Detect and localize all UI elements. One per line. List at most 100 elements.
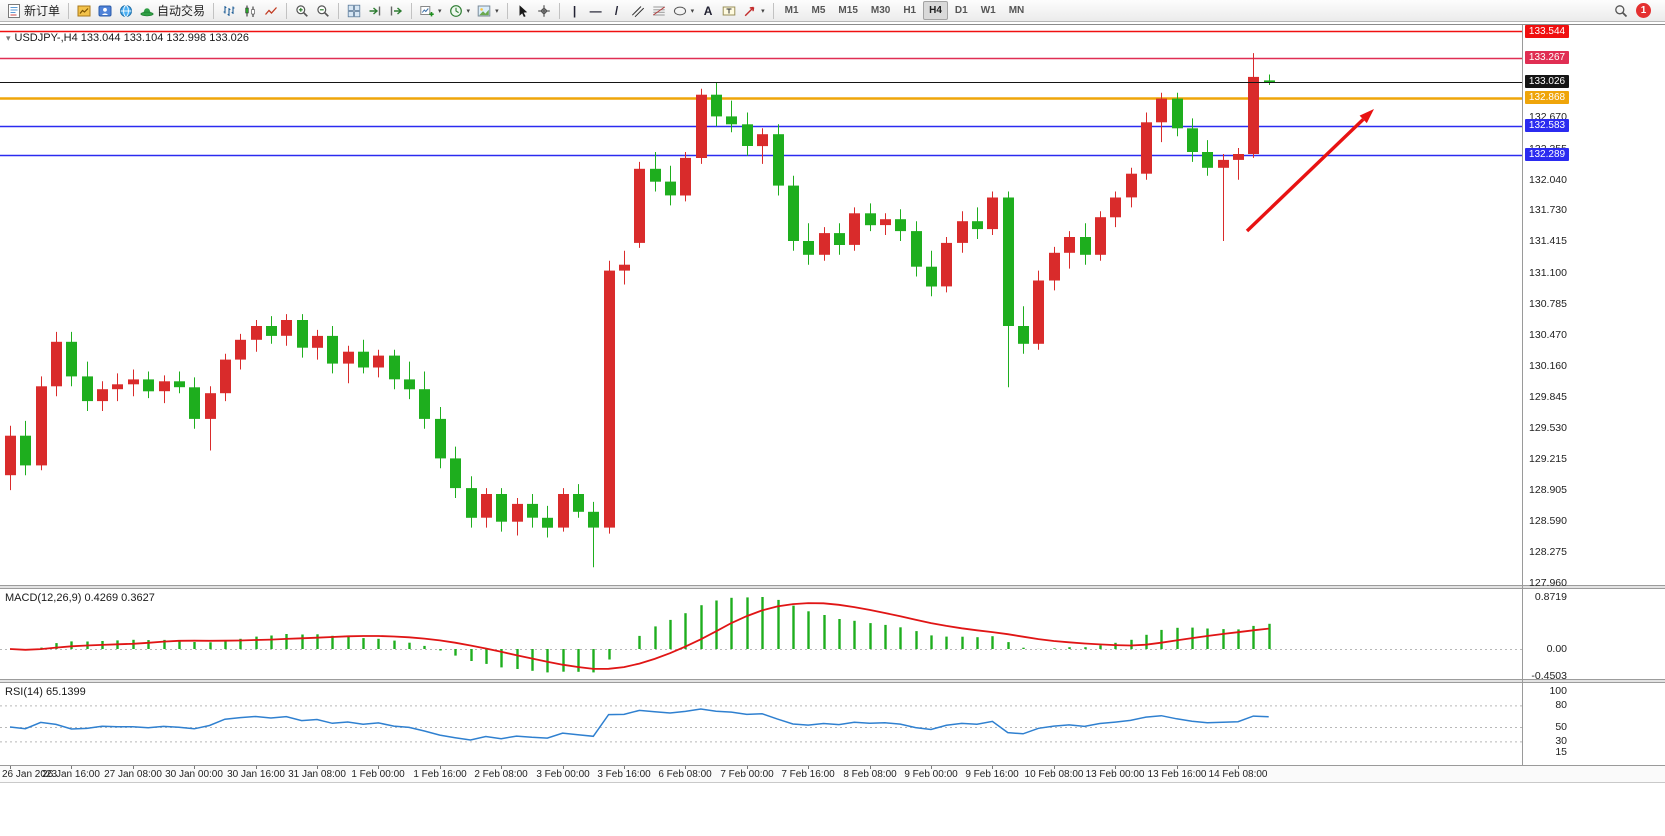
macd-histogram (24, 597, 1271, 673)
timeframe-M5-button[interactable]: M5 (811, 5, 826, 16)
time-axis-label: 3 Feb 00:00 (536, 769, 590, 780)
autotrading-icon (140, 4, 154, 18)
timeframe-D1-button[interactable]: D1 (954, 5, 968, 16)
new-order-button[interactable]: 新订单 (4, 1, 63, 20)
time-axis-label: 30 Jan 00:00 (165, 769, 223, 780)
time-tick (440, 766, 441, 769)
price-line-badge: 132.289 (1525, 148, 1569, 162)
autotrading-button[interactable]: 自动交易 (137, 1, 208, 20)
zoom-out-button[interactable] (313, 1, 333, 20)
cursor-tool-icon (516, 4, 530, 18)
price-axis-label: 128.275 (1529, 545, 1567, 558)
periods-dropdown-button[interactable]: ▾ (446, 1, 474, 20)
bar-chart-icon (222, 4, 236, 18)
toolbar: 新订单 自动交易 ▾ ▾ ▾ | — / ▾ A ▾ M1 M5 M15 M30 H1 H4 D1 W1 MN 1 (0, 0, 1665, 22)
time-tick (1054, 766, 1055, 769)
line-chart-button[interactable] (261, 1, 281, 20)
toolbar-separator (213, 2, 215, 19)
time-axis-label: 26 Jan 16:00 (42, 769, 100, 780)
time-axis-label: 6 Feb 08:00 (658, 769, 712, 780)
time-axis-label: 7 Feb 16:00 (781, 769, 835, 780)
time-tick (256, 766, 257, 769)
text-tool-button[interactable]: A (698, 1, 718, 20)
fibonacci-tool-button[interactable] (649, 1, 669, 20)
time-axis-label: 2 Feb 08:00 (474, 769, 528, 780)
horizontal-line-tool-button[interactable]: — (586, 1, 606, 20)
timeframe-H4-button[interactable]: H4 (923, 1, 948, 20)
time-tick (71, 766, 72, 769)
market-watch-button[interactable] (116, 1, 136, 20)
timeframe-M30-button[interactable]: M30 (870, 5, 891, 16)
crosshair-tool-button[interactable] (534, 1, 554, 20)
new-chart-dropdown-button[interactable]: ▾ (417, 1, 445, 20)
time-tick (992, 766, 993, 769)
time-axis-label: 13 Feb 00:00 (1085, 769, 1145, 780)
fibonacci-tool-icon (652, 4, 666, 18)
price-axis-label: 130.160 (1529, 359, 1567, 372)
text-label-tool-button[interactable] (719, 1, 739, 20)
panel-divider[interactable] (0, 679, 1665, 683)
price-axis-label: 131.730 (1529, 204, 1567, 217)
vertical-line-tool-button[interactable]: | (565, 1, 585, 20)
chevron-down-icon: ▾ (438, 7, 442, 15)
candlestick-series (5, 53, 1275, 568)
timeframe-H1-button[interactable]: H1 (903, 5, 917, 16)
profiles-button[interactable] (95, 1, 115, 20)
time-axis-label: 31 Jan 08:00 (288, 769, 346, 780)
arrows-tool-button[interactable]: ▾ (740, 1, 768, 20)
time-tick (624, 766, 625, 769)
zoom-in-button[interactable] (292, 1, 312, 20)
timeframe-MN-button[interactable]: MN (1008, 5, 1025, 16)
main-price-chart[interactable] (0, 25, 1522, 585)
tile-windows-icon (347, 4, 361, 18)
bar-chart-button[interactable] (219, 1, 239, 20)
new-chart-icon (77, 4, 91, 18)
auto-scroll-icon (368, 4, 382, 18)
price-axis-label: 130.470 (1529, 328, 1567, 341)
toolbar-separator (338, 2, 340, 19)
time-tick (1238, 766, 1239, 769)
timeframe-W1-button[interactable]: W1 (980, 5, 996, 16)
chevron-down-icon[interactable]: ▾ (6, 32, 11, 43)
equidistant-channel-tool-button[interactable] (628, 1, 648, 20)
rsi-panel[interactable] (0, 683, 1522, 765)
new-chart-button[interactable] (74, 1, 94, 20)
panel-divider[interactable] (0, 585, 1665, 589)
shapes-tool-icon (673, 4, 687, 18)
trendline-tool-button[interactable]: / (607, 1, 627, 20)
time-axis-label: 10 Feb 08:00 (1024, 769, 1084, 780)
templates-dropdown-icon (477, 4, 491, 18)
timeframe-M1-button[interactable]: M1 (784, 5, 799, 16)
line-chart-icon (264, 4, 278, 18)
price-axis-label: 128.590 (1529, 514, 1567, 527)
trend-arrow-annotation[interactable] (1245, 118, 1365, 233)
price-axis-label: 128.905 (1529, 483, 1567, 496)
time-axis-label: 13 Feb 16:00 (1147, 769, 1207, 780)
macd-panel[interactable] (0, 589, 1522, 679)
time-tick (10, 766, 11, 769)
price-line-badge: 133.026 (1525, 75, 1569, 89)
time-tick (747, 766, 748, 769)
search-button[interactable] (1611, 1, 1631, 20)
periods-dropdown-icon (449, 4, 463, 18)
price-axis-label: 129.530 (1529, 421, 1567, 434)
time-tick (194, 766, 195, 769)
price-axis-label: 130.785 (1529, 297, 1567, 310)
time-axis-label: 27 Jan 08:00 (104, 769, 162, 780)
time-axis[interactable]: 26 Jan 2023 26 Jan 16:00 27 Jan 08:00 30 Ja… (0, 765, 1665, 783)
time-tick (317, 766, 318, 769)
shapes-tool-button[interactable]: ▾ (670, 1, 698, 20)
notification-badge[interactable]: 1 (1636, 3, 1651, 18)
cursor-tool-button[interactable] (513, 1, 533, 20)
macd-signal-line (9, 602, 1269, 670)
price-axis[interactable]: 132.670132.355132.040131.730131.415131.1… (1522, 25, 1571, 765)
timeframe-M15-button[interactable]: M15 (838, 5, 858, 16)
candlestick-chart-button[interactable] (240, 1, 260, 20)
text-label-tool-icon (722, 4, 736, 18)
templates-dropdown-button[interactable]: ▾ (474, 1, 502, 20)
chart-window: ▾ USDJPY-,H4 133.044 133.104 132.998 133… (0, 24, 1665, 783)
auto-scroll-button[interactable] (365, 1, 385, 20)
time-axis-label: 1 Feb 16:00 (413, 769, 467, 780)
chart-shift-button[interactable] (386, 1, 406, 20)
tile-windows-button[interactable] (344, 1, 364, 20)
